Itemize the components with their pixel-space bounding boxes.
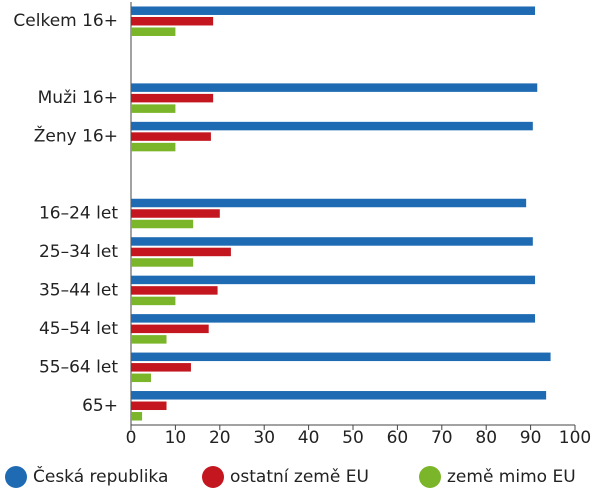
y-tick-label: Ženy 16+	[34, 125, 118, 147]
bar	[131, 132, 211, 141]
bar	[131, 142, 176, 152]
x-tick-label: 100	[559, 428, 591, 448]
bar	[131, 27, 176, 36]
bar	[131, 363, 191, 372]
y-tick-label: 35–44 let	[39, 280, 118, 300]
bar	[131, 373, 151, 383]
bar	[131, 247, 231, 257]
bar	[131, 324, 209, 334]
y-tick-label: Celkem 16+	[13, 11, 118, 31]
bar	[131, 296, 176, 306]
legend-marker	[5, 466, 27, 488]
x-tick-label: 50	[342, 428, 364, 448]
x-tick-label: 30	[253, 428, 275, 448]
y-tick-label: 16–24 let	[39, 204, 118, 224]
bar	[131, 209, 220, 218]
legend-label: Česká republika	[33, 465, 168, 487]
x-tick-label: 70	[431, 428, 453, 448]
legend-marker	[202, 466, 224, 488]
bar	[131, 391, 547, 400]
y-tick-label: Muži 16+	[38, 88, 118, 108]
bar	[131, 83, 538, 92]
y-tick-label: 45–54 let	[39, 319, 118, 339]
legend-marker	[419, 466, 441, 488]
bar	[131, 198, 527, 208]
legend-label: země mimo EU	[447, 467, 576, 487]
x-tick-label: 20	[209, 428, 231, 448]
x-tick-label: 0	[126, 428, 137, 448]
bar	[131, 286, 218, 295]
bar	[131, 412, 143, 421]
bar	[131, 16, 214, 26]
bar	[131, 352, 551, 362]
bar	[131, 314, 536, 323]
legend-label: ostatní země EU	[230, 467, 369, 487]
bar	[131, 275, 536, 285]
bar	[131, 104, 176, 113]
bar	[131, 258, 194, 267]
bar	[131, 335, 167, 344]
bar	[131, 93, 214, 103]
bar	[131, 401, 167, 411]
x-tick-label: 10	[165, 428, 187, 448]
y-tick-label: 25–34 let	[39, 242, 118, 262]
x-tick-label: 60	[387, 428, 409, 448]
y-tick-label: 55–64 let	[39, 357, 118, 377]
x-tick-label: 40	[298, 428, 320, 448]
y-tick-label: 65+	[82, 396, 118, 416]
x-tick-label: 80	[475, 428, 497, 448]
bar	[131, 121, 533, 131]
bar	[131, 237, 533, 246]
bar	[131, 6, 536, 15]
x-tick-label: 90	[520, 428, 542, 448]
bar	[131, 219, 194, 229]
